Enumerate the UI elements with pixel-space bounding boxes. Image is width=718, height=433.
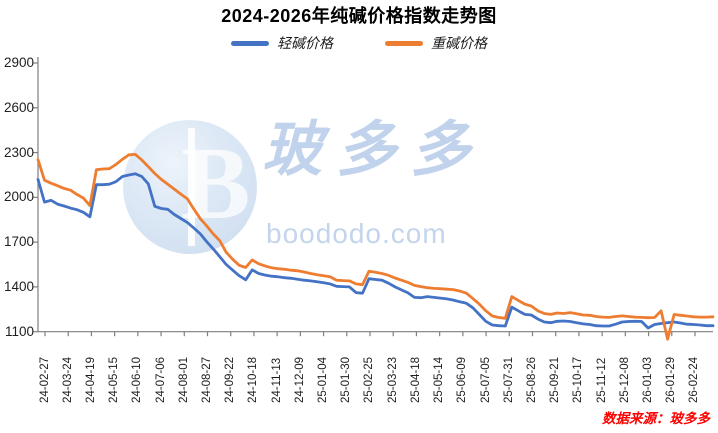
boododo-logo-icon: B (123, 120, 257, 254)
x-tick-label: 25-02-25 (363, 356, 376, 403)
data-source-note: 数据来源：玻多多 (602, 411, 710, 426)
x-tick-label: 25-08-26 (525, 356, 538, 403)
x-tick-label: 25-03-23 (386, 356, 399, 403)
x-tick-label: 24-04-19 (84, 356, 97, 403)
watermark-cn-text: 玻多多 (262, 117, 484, 183)
x-tick-label: 25-07-31 (502, 356, 515, 403)
legend-item-heavy-soda: 重碱价格 (385, 33, 487, 53)
axis-ticks (33, 62, 696, 337)
x-tick-label: 25-01-04 (317, 356, 330, 403)
light-soda-price-line (36, 172, 715, 330)
y-tick-label: 2900 (3, 55, 34, 70)
logo-letter: B (181, 126, 251, 241)
y-tick-label: 1400 (3, 278, 34, 294)
x-tick-label: 25-11-12 (595, 357, 608, 403)
x-tick-label: 25-10-17 (572, 356, 585, 403)
x-tick-label: 24-11-13 (270, 357, 283, 403)
axes (37, 57, 713, 333)
x-tick-label: 25-01-30 (340, 356, 353, 403)
light-soda-line-marker (231, 40, 269, 46)
x-tick-label: 24-08-01 (177, 356, 190, 403)
legend-item-light-soda: 轻碱价格 (231, 33, 333, 53)
legend-label-light-soda: 轻碱价格 (277, 37, 333, 52)
x-tick-label: 25-06-09 (456, 356, 469, 403)
x-tick-label: 24-06-10 (131, 356, 144, 403)
heavy-soda-price-line (36, 152, 715, 341)
x-tick-label: 26-02-24 (688, 356, 701, 403)
x-tick-label: 25-12-08 (618, 356, 631, 403)
y-tick-label: 1100 (4, 323, 34, 339)
x-tick-label: 25-09-21 (549, 356, 562, 403)
y-tick-label: 2600 (3, 99, 34, 115)
x-tick-label: 24-05-15 (108, 356, 121, 403)
x-tick-label: 26-01-29 (665, 356, 678, 403)
x-tick-label: 25-05-14 (433, 356, 446, 403)
series-lines (36, 152, 715, 341)
legend-label-heavy-soda: 重碱价格 (431, 37, 487, 52)
y-tick-label: 2000 (3, 189, 34, 205)
x-tick-label: 24-08-27 (200, 356, 213, 403)
watermark-en-text: boododo.com (266, 218, 447, 249)
y-tick-label: 2300 (3, 144, 34, 160)
logo-bar (188, 128, 195, 246)
x-tick-label: 24-07-06 (154, 356, 167, 403)
chart-title: 2024-2026年纯碱价格指数走势图 (221, 6, 497, 26)
heavy-soda-line-marker (385, 40, 423, 46)
legend: 轻碱价格 重碱价格 (0, 33, 718, 53)
x-tick-label: 24-12-09 (293, 356, 306, 403)
x-tick-label: 24-09-22 (224, 356, 237, 403)
x-tick-label: 24-03-24 (61, 356, 74, 403)
x-tick-label: 24-02-27 (38, 356, 51, 403)
x-tick-label: 25-07-05 (479, 356, 492, 403)
x-tick-label: 26-01-03 (642, 356, 655, 403)
y-tick-label: 1700 (3, 234, 34, 250)
x-tick-label: 24-10-18 (247, 356, 260, 403)
x-tick-label: 25-04-18 (409, 356, 422, 403)
